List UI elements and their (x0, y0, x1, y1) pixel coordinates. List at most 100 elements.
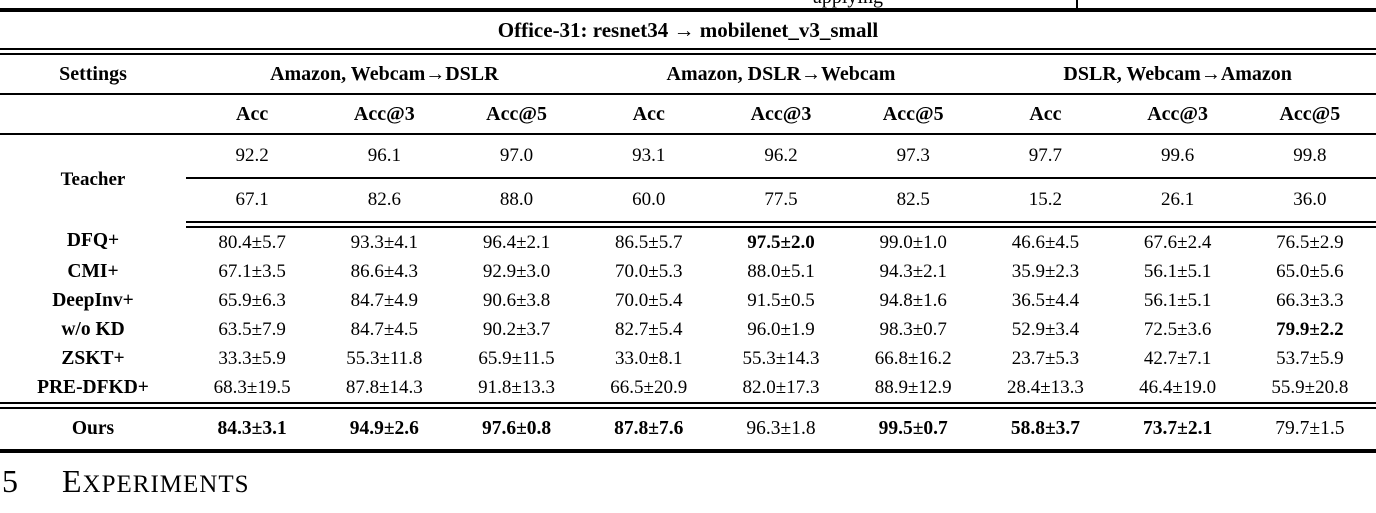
value-cell: 67.6±2.4 (1143, 231, 1212, 253)
value-cell: 97.6±0.8 (450, 405, 583, 453)
value-cell: 92.9±3.0 (482, 260, 551, 282)
table-row: DFQ+ 80.4±5.7 93.3±4.1 96.4±2.1 86.5±5.7… (0, 225, 1376, 258)
value-cell: 56.1±5.1 (1143, 289, 1212, 311)
value-cell: 97.7 (979, 134, 1112, 179)
table-row: ZSKT+ 33.3±5.9 55.3±11.8 65.9±11.5 33.0±… (0, 344, 1376, 373)
value-cell: 46.6±4.5 (1011, 231, 1080, 253)
value-cell: 23.7±5.3 (1011, 347, 1080, 369)
metric-header: Acc@3 (714, 94, 848, 135)
value-cell: 87.8±7.6 (582, 405, 715, 453)
value-cell: 91.5±0.5 (747, 289, 815, 311)
value-cell: 36.0 (1243, 178, 1376, 228)
value-cell: 58.8±3.7 (979, 405, 1112, 453)
value-cell: 42.7±7.1 (1143, 347, 1212, 369)
value-cell: 97.5±2.0 (747, 231, 815, 253)
value-cell: 68.3±19.5 (186, 373, 319, 409)
value-cell: 36.5±4.4 (1011, 289, 1080, 311)
section-title: Experiments (62, 463, 250, 499)
value-cell: 96.3±1.8 (714, 405, 848, 453)
value-cell: 93.1 (582, 134, 715, 179)
value-cell: 66.5±20.9 (582, 373, 715, 409)
value-cell: 99.0±1.0 (879, 231, 947, 253)
metric-header: Acc@5 (847, 94, 980, 135)
value-cell: 97.0 (450, 134, 583, 179)
ours-row: Ours 84.3±3.1 94.9±2.6 97.6±0.8 87.8±7.6… (0, 405, 1376, 453)
teacher-row-2: 67.1 82.6 88.0 60.0 77.5 82.5 15.2 26.1 … (0, 178, 1376, 228)
group-header: Amazon, Webcam→DSLR (186, 51, 583, 95)
value-cell: 73.7±2.1 (1111, 405, 1244, 453)
method-name: DFQ+ (66, 229, 120, 251)
value-cell: 88.0±5.1 (747, 260, 815, 282)
value-cell: 70.0±5.4 (615, 289, 683, 311)
value-cell: 96.2 (714, 134, 848, 179)
value-cell: 94.8±1.6 (879, 289, 947, 311)
value-cell: 15.2 (979, 178, 1112, 228)
group-header: Amazon, DSLR→Webcam (582, 51, 980, 95)
section-number: 5 (2, 463, 18, 499)
value-cell: 80.4±5.7 (218, 231, 286, 253)
value-cell: 46.4±19.0 (1111, 373, 1244, 409)
value-cell: 84.7±4.5 (350, 318, 419, 340)
value-cell: 33.0±8.1 (615, 347, 683, 369)
method-name: ZSKT+ (61, 347, 125, 369)
value-cell: 82.6 (318, 178, 451, 228)
value-cell: 86.5±5.7 (615, 231, 683, 253)
metric-header: Acc@3 (318, 94, 451, 135)
value-cell: 60.0 (582, 178, 715, 228)
value-cell: 99.5±0.7 (847, 405, 980, 453)
value-cell: 77.5 (714, 178, 848, 228)
metric-header: Acc (186, 94, 319, 135)
value-cell: 96.0±1.9 (747, 318, 815, 340)
value-cell: 66.3±3.3 (1276, 289, 1344, 311)
value-cell: 92.2 (186, 134, 319, 179)
metric-header: Acc (979, 94, 1112, 135)
clipped-caption-fragment: applying (813, 0, 883, 8)
value-cell: 55.9±20.8 (1243, 373, 1376, 409)
value-cell: 65.9±6.3 (218, 289, 286, 311)
table-title: Office-31: resnet34 → mobilenet_v3_small (0, 8, 1376, 55)
metric-header: Acc@3 (1111, 94, 1244, 135)
value-cell: 82.0±17.3 (714, 373, 848, 409)
settings-header-row: Settings Amazon, Webcam→DSLR Amazon, DSL… (0, 51, 1376, 95)
method-name: Ours (0, 405, 186, 453)
method-name: w/o KD (61, 318, 125, 340)
method-name: PRE-DFKD+ (0, 373, 186, 409)
table-row: CMI+ 67.1±3.5 86.6±4.3 92.9±3.0 70.0±5.3… (0, 257, 1376, 286)
value-cell: 96.4±2.1 (482, 231, 551, 253)
value-cell: 66.8±16.2 (874, 347, 952, 369)
value-cell: 79.7±1.5 (1243, 405, 1376, 453)
value-cell: 82.7±5.4 (615, 318, 683, 340)
value-cell: 99.8 (1243, 134, 1376, 179)
value-cell: 53.7±5.9 (1276, 347, 1344, 369)
method-name: DeepInv+ (52, 289, 134, 311)
value-cell: 67.1±3.5 (218, 260, 286, 282)
metric-header-row: Acc Acc@3 Acc@5 Acc Acc@3 Acc@5 Acc Acc@… (0, 94, 1376, 135)
value-cell: 93.3±4.1 (350, 231, 419, 253)
value-cell: 88.9±12.9 (847, 373, 980, 409)
value-cell: 82.5 (847, 178, 980, 228)
value-cell: 65.0±5.6 (1276, 260, 1344, 282)
method-name: Teacher (60, 168, 126, 190)
value-cell: 63.5±7.9 (218, 318, 286, 340)
value-cell: 65.9±11.5 (478, 347, 555, 369)
metric-header: Acc@5 (450, 94, 583, 135)
value-cell: 84.3±3.1 (186, 405, 319, 453)
metric-header: Acc (582, 94, 715, 135)
clipped-caption-strip: applying (0, 0, 1376, 8)
table-row: DeepInv+ 65.9±6.3 84.7±4.9 90.6±3.8 70.0… (0, 286, 1376, 315)
value-cell: 98.3±0.7 (879, 318, 947, 340)
value-cell: 56.1±5.1 (1143, 260, 1212, 282)
method-name: CMI+ (67, 260, 119, 282)
value-cell: 55.3±11.8 (346, 347, 423, 369)
value-cell: 33.3±5.9 (218, 347, 286, 369)
value-cell: 91.8±13.3 (450, 373, 583, 409)
value-cell: 94.9±2.6 (318, 405, 451, 453)
value-cell: 97.3 (847, 134, 980, 179)
table-row: w/o KD 63.5±7.9 84.7±4.5 90.2±3.7 82.7±5… (0, 315, 1376, 344)
value-cell: 90.2±3.7 (482, 318, 551, 340)
table-row: PRE-DFKD+ 68.3±19.5 87.8±14.3 91.8±13.3 … (0, 373, 1376, 409)
value-cell: 76.5±2.9 (1276, 231, 1344, 253)
value-cell: 28.4±13.3 (979, 373, 1112, 409)
value-cell: 84.7±4.9 (350, 289, 419, 311)
value-cell: 79.9±2.2 (1276, 318, 1344, 340)
